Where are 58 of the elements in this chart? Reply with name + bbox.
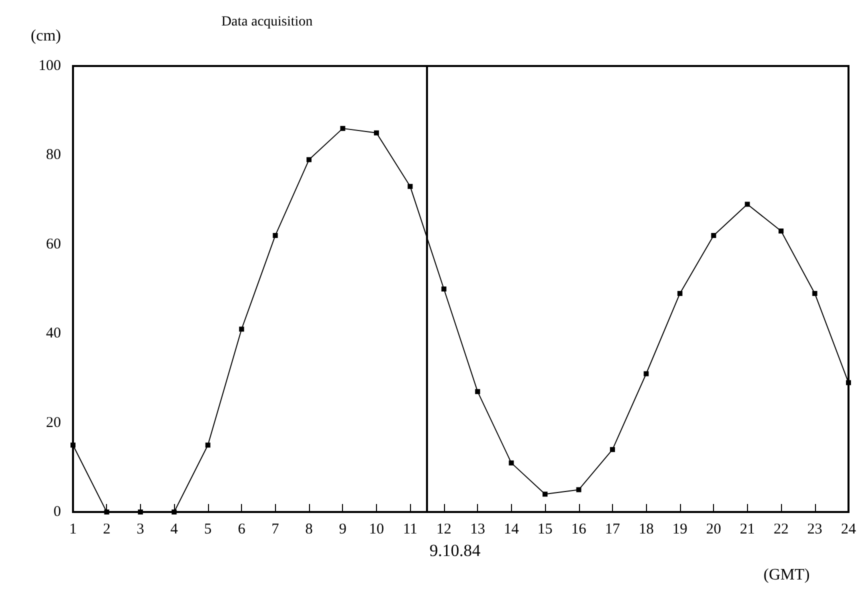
point [441, 286, 446, 292]
point [812, 290, 818, 296]
x-tick-label: 4 [170, 522, 178, 538]
point [70, 442, 76, 448]
x-tick-label: 20 [706, 522, 722, 538]
point [610, 447, 615, 452]
x-tick-label: 2 [102, 522, 110, 538]
point [677, 290, 682, 296]
x-tick-label: 13 [470, 522, 486, 538]
x-tick-label: 3 [136, 522, 144, 538]
point [711, 232, 716, 238]
point [408, 184, 413, 189]
x-tick-label: 24 [841, 522, 856, 538]
x-tick-label: 6 [238, 522, 246, 538]
x-tick-label: 11 [402, 522, 418, 538]
y-tick-label: 20 [46, 414, 61, 431]
x-tick-label: 16 [571, 522, 587, 538]
x-tick-label: 23 [807, 522, 822, 538]
ref-line-label: 9.10.84 [430, 541, 482, 560]
point [475, 389, 480, 394]
x-tick-label: 1 [69, 522, 77, 538]
y-tick-label: 40 [46, 326, 61, 342]
point [778, 228, 784, 234]
x-tick-label: 19 [672, 522, 688, 538]
point [542, 492, 548, 497]
point [172, 510, 177, 514]
x-tick-label: 17 [604, 522, 620, 538]
point [104, 510, 110, 514]
point [744, 202, 750, 207]
point [374, 130, 379, 136]
point [644, 371, 649, 376]
point [205, 442, 210, 448]
x-tick-label: 18 [638, 522, 654, 538]
x-tick-label: 14 [504, 522, 520, 538]
x-tick-label: 5 [204, 522, 212, 538]
x-tick-label: 12 [436, 522, 452, 538]
x-tick-label: 22 [774, 522, 789, 538]
point [138, 510, 143, 514]
y-axis-title: (cm) [30, 28, 61, 44]
point [272, 232, 278, 238]
x-tick-label: 21 [740, 522, 755, 538]
y-tick-label: 100 [38, 58, 61, 74]
point [239, 326, 244, 332]
chart-title: Data acquisition [221, 14, 313, 30]
point [846, 380, 851, 386]
y-tick-label: 80 [46, 147, 61, 164]
x-tick-label: 15 [538, 522, 553, 538]
point [576, 487, 582, 492]
x-axis-title: (GMT) [764, 566, 810, 584]
y-tick-label: 60 [46, 236, 61, 252]
x-tick-label: 10 [368, 522, 384, 538]
x-tick-label: 8 [305, 522, 313, 538]
point [508, 460, 514, 466]
x-tick-label: 7 [272, 522, 280, 538]
y-tick-label: 0 [54, 504, 61, 520]
point [340, 126, 346, 131]
point [306, 157, 312, 162]
x-tick-label: 9 [338, 522, 346, 538]
